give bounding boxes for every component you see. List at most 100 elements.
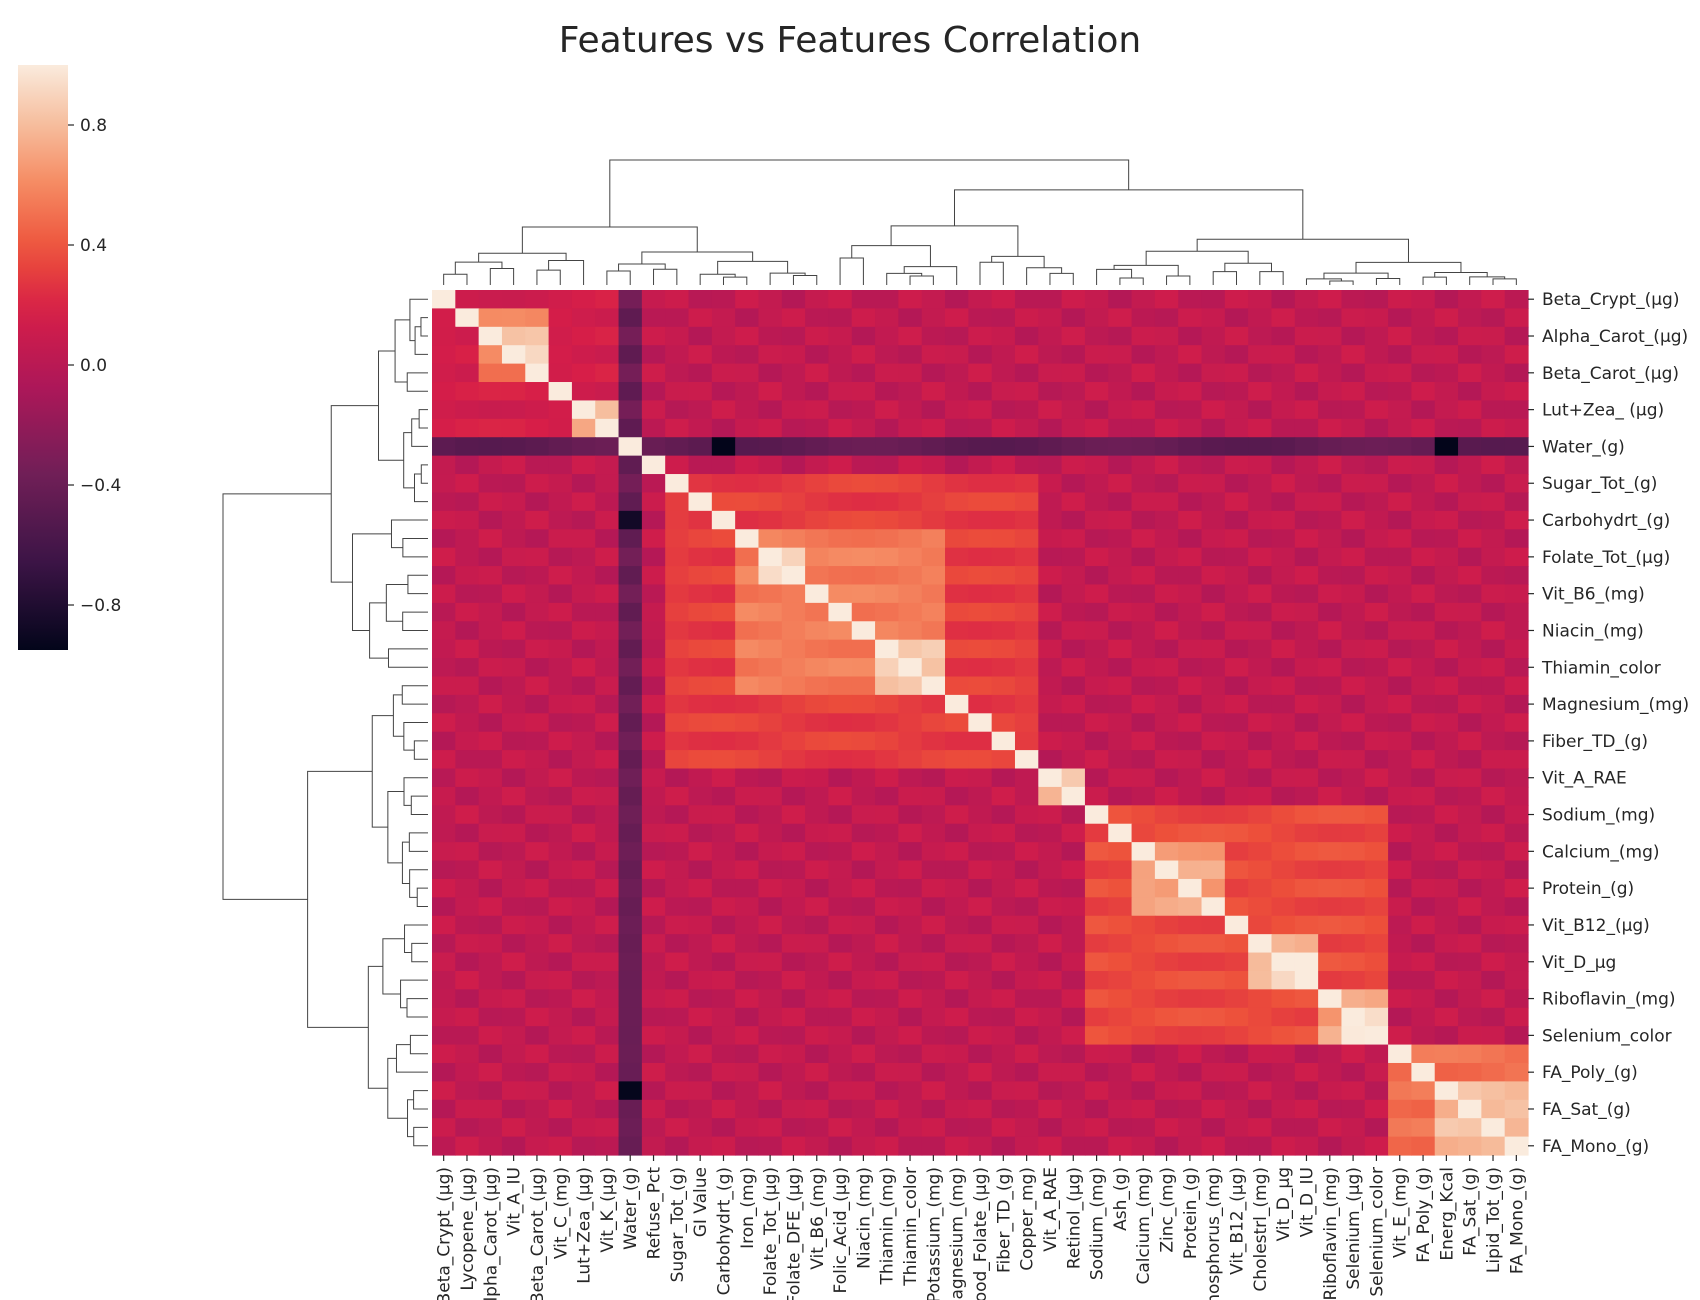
heatmap-cell <box>1061 400 1086 420</box>
heatmap-cell <box>525 290 550 309</box>
heatmap-cell <box>432 823 456 843</box>
heatmap-cell <box>665 510 690 530</box>
heatmap-cell <box>571 970 596 990</box>
heatmap-cell <box>548 474 573 494</box>
heatmap-cell <box>781 805 806 825</box>
heatmap-cell <box>945 1099 969 1119</box>
y-tick-label: FA_Sat_(g) <box>1542 1100 1631 1120</box>
heatmap-cell <box>1154 474 1179 494</box>
heatmap-cell <box>921 805 946 825</box>
heatmap-cell <box>478 786 503 806</box>
heatmap-cell <box>688 308 713 328</box>
heatmap-cell <box>735 952 760 972</box>
heatmap-cell <box>1061 970 1086 990</box>
heatmap-cell <box>595 750 620 770</box>
heatmap-cell <box>548 989 573 1009</box>
heatmap-cell <box>1154 418 1179 438</box>
heatmap-cell <box>1294 455 1319 475</box>
heatmap-cell <box>665 290 690 309</box>
heatmap-cell <box>1364 1044 1389 1064</box>
dendrogram-link <box>401 841 410 885</box>
heatmap-cell <box>1201 437 1226 457</box>
heatmap-cell <box>735 455 760 475</box>
heatmap-cell <box>1178 621 1203 641</box>
heatmap-cell <box>875 400 899 420</box>
heatmap-cell <box>1364 805 1389 825</box>
heatmap-cell <box>1364 768 1389 788</box>
heatmap-cell <box>945 897 969 917</box>
heatmap-cell <box>1294 639 1319 659</box>
heatmap-cell <box>688 1026 713 1046</box>
heatmap-cell <box>1248 915 1273 935</box>
heatmap-cell <box>455 786 480 806</box>
heatmap-cell <box>968 786 993 806</box>
heatmap-cell <box>641 1136 666 1156</box>
dendrogram-link <box>903 266 958 285</box>
heatmap-cell <box>1014 731 1039 751</box>
heatmap-cell <box>1248 658 1273 678</box>
heatmap-cell <box>851 768 876 788</box>
heatmap-cell <box>548 621 573 641</box>
heatmap-cell <box>665 694 690 714</box>
heatmap-cell <box>1108 602 1133 622</box>
heatmap-cell <box>665 529 690 549</box>
heatmap-cell <box>525 1099 550 1119</box>
x-tick-label: Fiber_TD_(g) <box>994 1167 1014 1273</box>
heatmap-cell <box>665 1099 690 1119</box>
heatmap-cell <box>711 492 736 512</box>
heatmap-cell <box>478 547 503 567</box>
heatmap-cell <box>501 878 526 898</box>
heatmap-cell <box>1411 529 1436 549</box>
heatmap-cell <box>1434 308 1459 328</box>
heatmap-cell <box>1271 1118 1296 1138</box>
heatmap-cell <box>1318 842 1343 862</box>
heatmap-cell <box>898 492 923 512</box>
heatmap-cell <box>945 566 969 586</box>
heatmap-cell <box>828 400 853 420</box>
heatmap-cell <box>1294 584 1319 604</box>
heatmap-cell <box>781 437 806 457</box>
heatmap-cell <box>571 915 596 935</box>
heatmap-cell <box>432 989 456 1009</box>
heatmap-cell <box>1504 584 1529 604</box>
heatmap-cell <box>898 1081 923 1101</box>
heatmap-cell <box>1318 768 1343 788</box>
heatmap-cell <box>1131 676 1156 696</box>
heatmap-cell <box>1154 805 1179 825</box>
heatmap-cell <box>1411 768 1436 788</box>
heatmap-cell <box>1458 400 1482 420</box>
heatmap-cell <box>1014 1099 1039 1119</box>
heatmap-cell <box>571 842 596 862</box>
heatmap-cell <box>595 658 620 678</box>
heatmap-cell <box>1201 658 1226 678</box>
heatmap-cell <box>758 1136 783 1156</box>
heatmap-cell <box>525 658 550 678</box>
heatmap-cell <box>618 1044 643 1064</box>
dendrogram-link <box>953 189 1304 240</box>
heatmap-cell <box>968 878 993 898</box>
heatmap-cell <box>501 713 526 733</box>
heatmap-cell <box>1388 566 1413 586</box>
heatmap-cell <box>1178 1136 1203 1156</box>
x-tick-label: Vit_E_(mg) <box>1391 1167 1411 1258</box>
heatmap-cell <box>781 326 806 346</box>
heatmap-cell <box>1108 1044 1133 1064</box>
heatmap-cell <box>1061 602 1086 622</box>
y-tick-label: Folate_Tot_(µg) <box>1542 548 1670 568</box>
heatmap-cell <box>1504 418 1529 438</box>
heatmap-cell <box>571 547 596 567</box>
heatmap-cell <box>1318 1062 1343 1082</box>
dendrogram-link <box>416 887 428 908</box>
heatmap-cell <box>1038 474 1063 494</box>
heatmap-cell <box>1388 602 1413 622</box>
heatmap-cell <box>595 989 620 1009</box>
heatmap-cell <box>478 731 503 751</box>
heatmap-cell <box>455 934 480 954</box>
heatmap-cell <box>1224 547 1249 567</box>
heatmap-cell <box>1458 934 1482 954</box>
heatmap-cell <box>945 418 969 438</box>
heatmap-cell <box>1458 584 1482 604</box>
heatmap-cell <box>1014 805 1039 825</box>
heatmap-cell <box>1131 952 1156 972</box>
heatmap-cell <box>688 1062 713 1082</box>
